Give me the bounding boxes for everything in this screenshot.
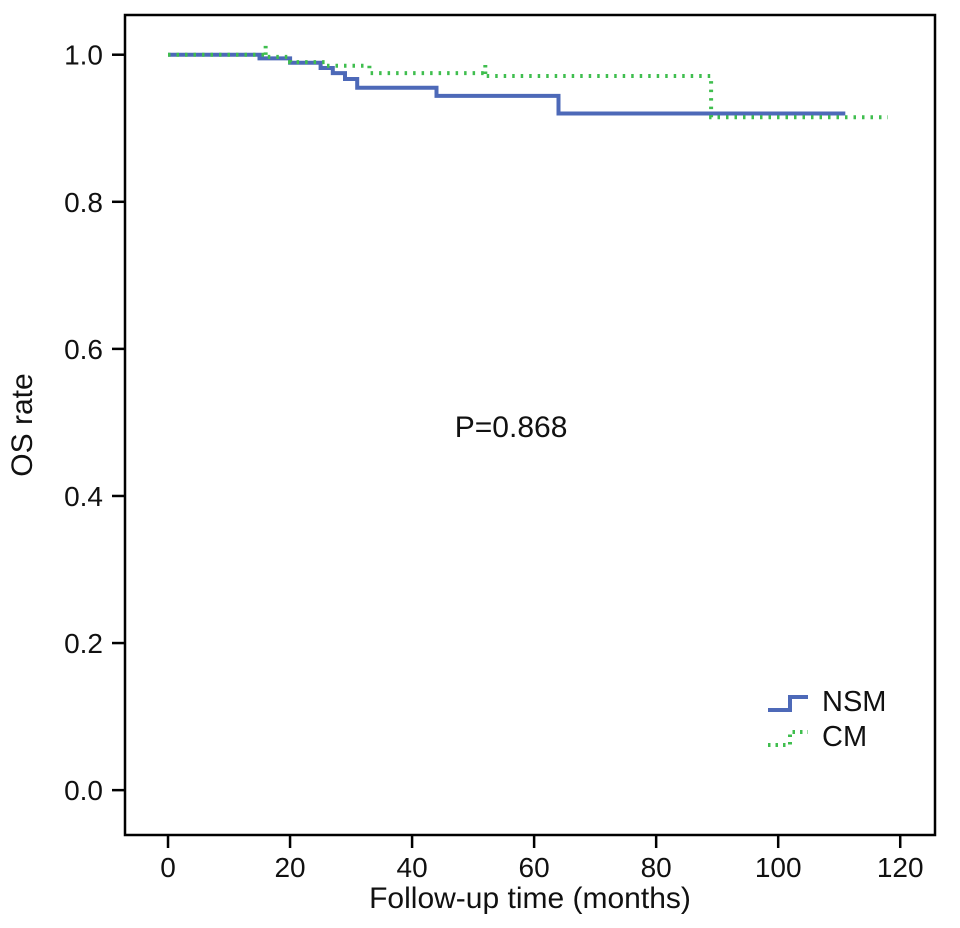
plot-frame	[123, 13, 937, 837]
x-tick-label: 60	[519, 852, 550, 883]
x-axis-label: Follow-up time (months)	[369, 882, 691, 915]
x-tick-label: 40	[397, 852, 428, 883]
series-NSM	[168, 52, 846, 116]
legend-line-NSM	[768, 695, 808, 712]
legend-line-CM	[768, 730, 808, 747]
y-tick-label: 0.6	[64, 334, 103, 365]
legend-label-NSM: NSM	[822, 686, 886, 718]
x-tick-label: 120	[877, 852, 924, 883]
x-tick-label: 100	[755, 852, 802, 883]
x-tick-label: 80	[641, 852, 672, 883]
y-tick-label: 0.0	[64, 775, 103, 806]
y-tick-label: 0.2	[64, 628, 103, 659]
series-line-CM	[168, 52, 888, 120]
y-tick-label: 0.8	[64, 187, 103, 218]
x-tick-label: 20	[274, 852, 305, 883]
y-axis-label: OS rate	[6, 373, 39, 476]
series-CM	[168, 45, 888, 120]
x-tick-label: 0	[160, 852, 176, 883]
y-tick-label: 0.4	[64, 481, 103, 512]
series-line-NSM	[168, 52, 846, 116]
y-tick-label: 1.0	[64, 40, 103, 71]
legend-label-CM: CM	[822, 721, 867, 753]
x-axis	[166, 835, 902, 848]
y-axis	[112, 53, 125, 792]
p-value-annotation: P=0.868	[455, 411, 568, 444]
